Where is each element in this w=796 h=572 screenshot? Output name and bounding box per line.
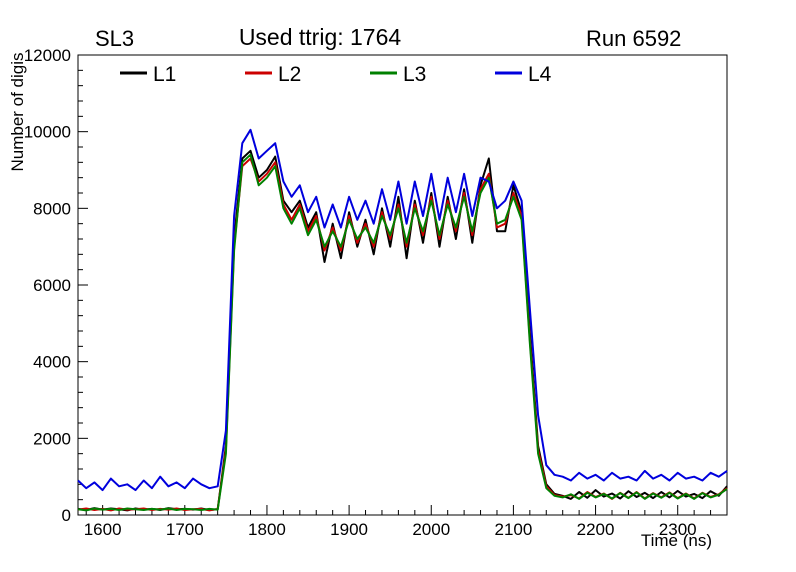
y-tick-label: 10000 [24,123,71,142]
series-line-L3 [77,153,728,512]
x-tick-label: 2300 [659,520,697,539]
legend-label-L2: L2 [278,63,301,86]
y-axis-title: Number of digis [8,52,27,172]
x-tick-label: 1700 [166,520,204,539]
x-tick-label: 2000 [412,520,450,539]
series-line-L2 [77,157,728,512]
y-tick-label: 12000 [24,46,71,65]
y-tick-label: 8000 [33,199,71,218]
y-tick-label: 2000 [33,429,71,448]
x-tick-label: 1800 [248,520,286,539]
x-axis-title: Time (ns) [640,531,712,550]
y-tick-label: 4000 [33,353,71,372]
series-line-L4 [77,128,728,492]
x-tick-label: 2200 [577,520,615,539]
legend-label-L3: L3 [403,63,426,86]
x-tick-label: 1600 [84,520,122,539]
run-label: Run 6592 [586,26,682,51]
legend-label-L4: L4 [528,63,552,86]
chart-title: Used ttrig: 1764 [238,24,402,50]
y-tick-label: 0 [62,506,71,525]
plot-frame [77,54,728,516]
superlayer-label: SL3 [95,26,135,51]
x-tick-label: 1900 [330,520,368,539]
x-tick-label: 2100 [494,520,532,539]
legend-label-L1: L1 [153,63,176,86]
y-tick-label: 6000 [33,276,71,295]
